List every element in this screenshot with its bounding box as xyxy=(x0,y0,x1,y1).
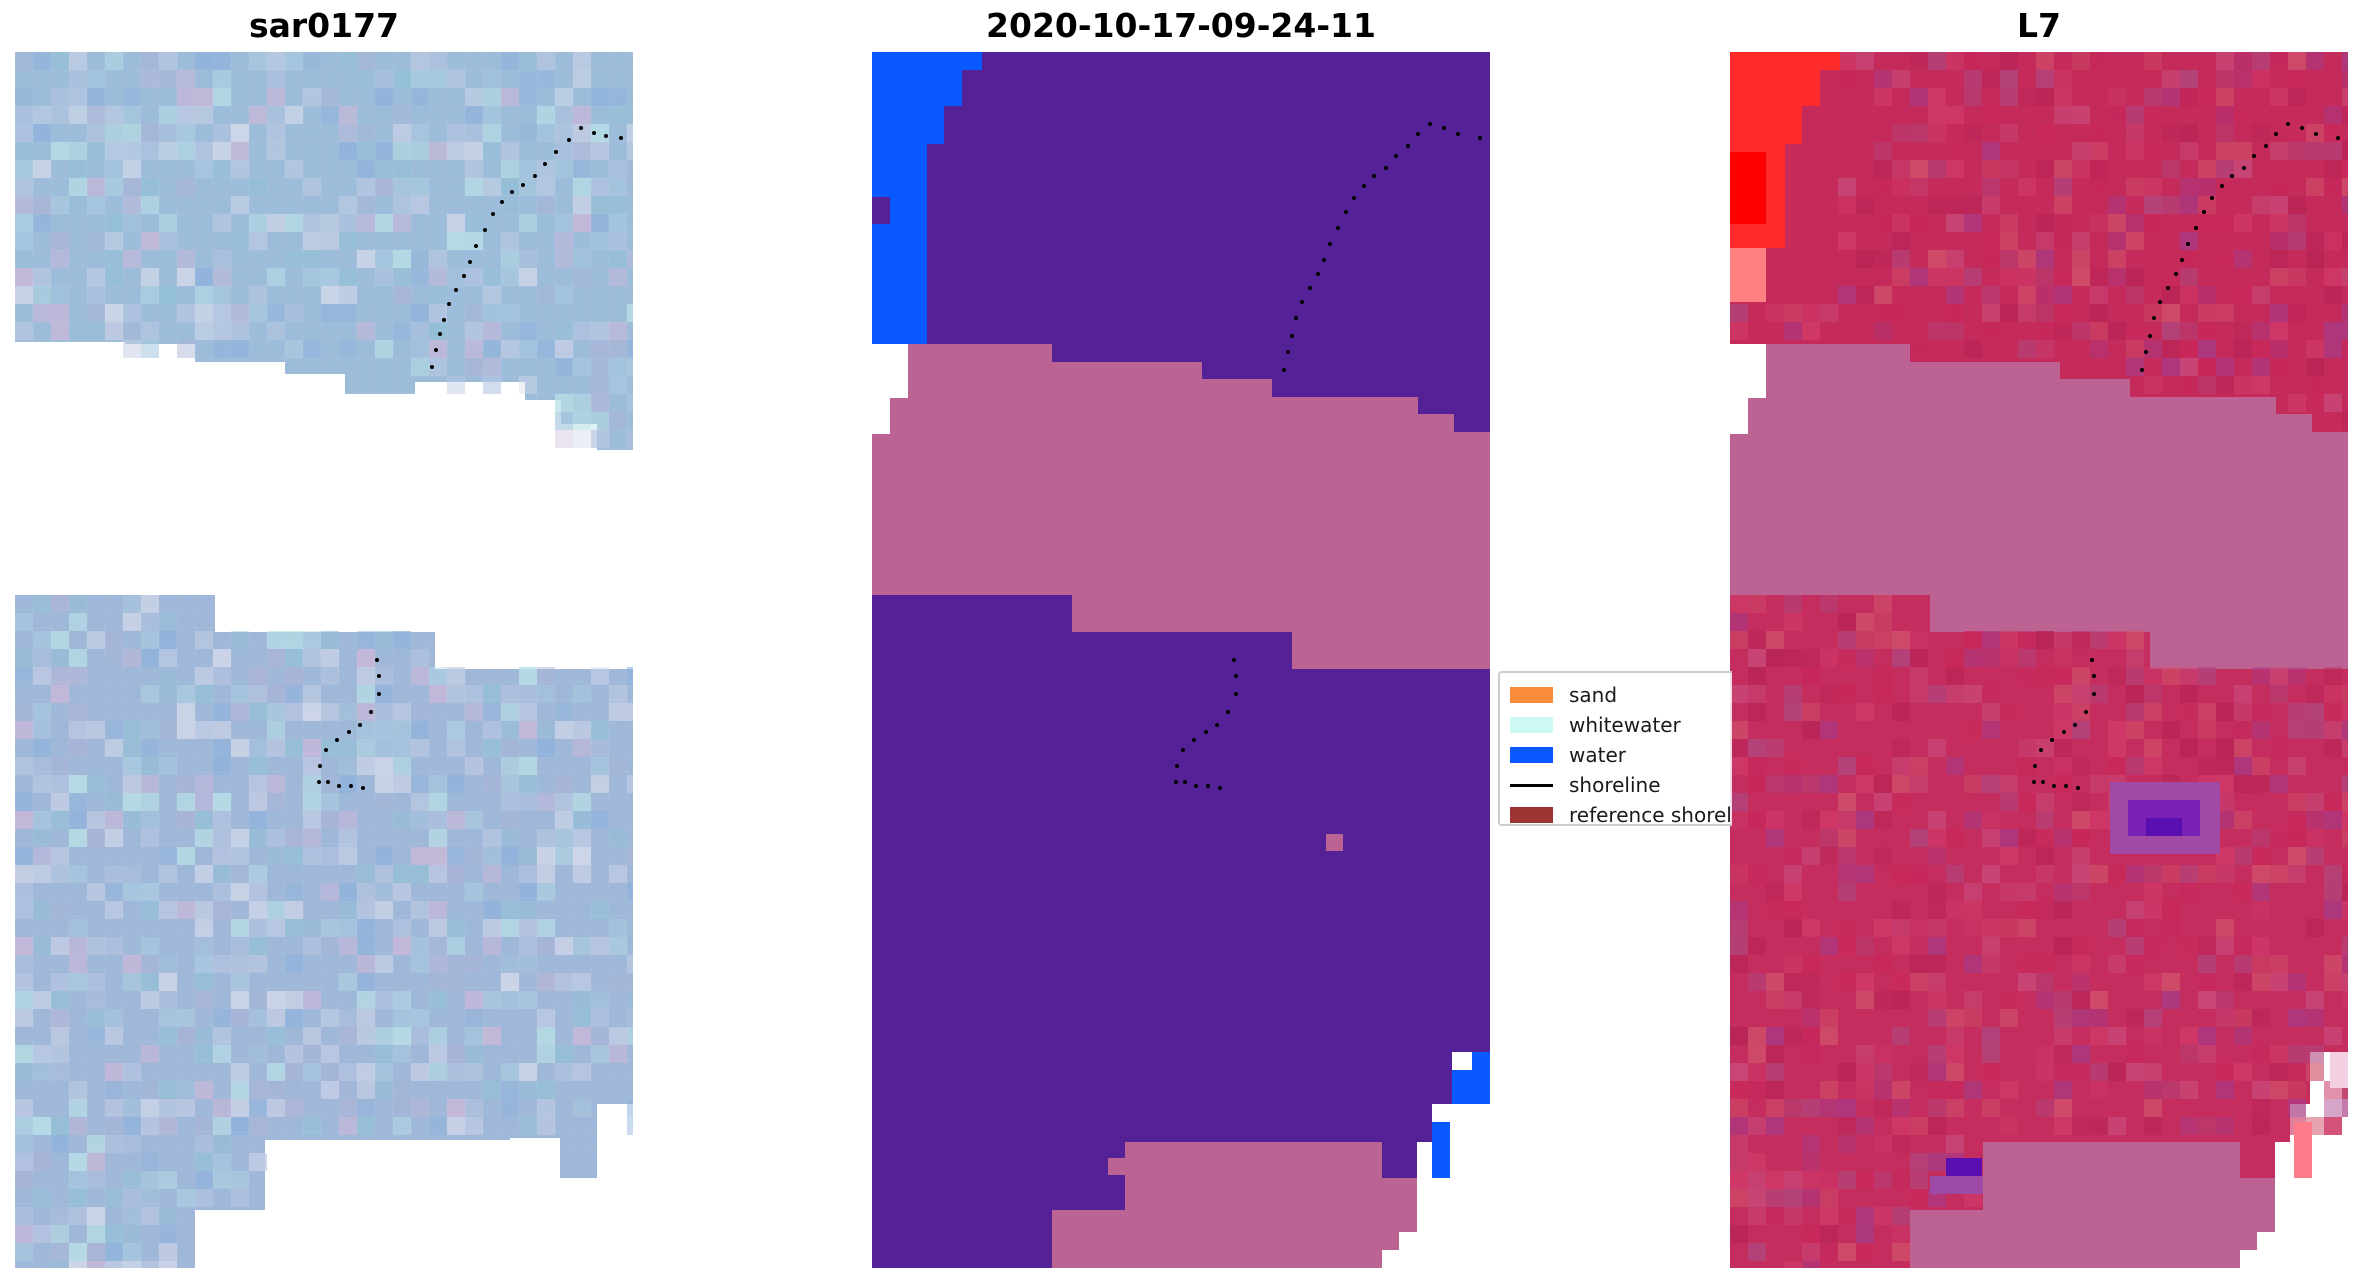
legend-swatch-sand xyxy=(1510,687,1553,703)
legend-item-sand: sand xyxy=(1510,680,1732,710)
classification-image xyxy=(872,52,1490,1268)
l7-panel xyxy=(1730,52,2348,1268)
panel-title-classification: 2020-10-17-09-24-11 xyxy=(986,6,1376,45)
legend-line-shoreline xyxy=(1510,783,1553,787)
legend-item-reference-shoreline-buffer: reference shoreline buffer xyxy=(1510,800,1732,826)
legend-label-shoreline: shoreline xyxy=(1569,773,1661,797)
legend-label-reference-shoreline-buffer: reference shoreline buffer xyxy=(1569,803,1732,826)
panel-title-l7: L7 xyxy=(2017,6,2061,45)
legend-swatch-water xyxy=(1510,747,1553,763)
rgb-image xyxy=(15,52,633,1268)
legend-swatch-whitewater xyxy=(1510,717,1553,733)
legend-item-water: water xyxy=(1510,740,1732,770)
legend-label-sand: sand xyxy=(1569,683,1618,707)
legend-label-water: water xyxy=(1569,743,1626,767)
legend-item-shoreline: shoreline xyxy=(1510,770,1732,800)
legend-item-whitewater: whitewater xyxy=(1510,710,1732,740)
l7-image xyxy=(1730,52,2348,1268)
legend-label-whitewater: whitewater xyxy=(1569,713,1681,737)
legend: sand whitewater water shoreline referenc… xyxy=(1498,671,1732,826)
legend-swatch-reference-shoreline-buffer xyxy=(1510,807,1553,823)
classification-panel xyxy=(872,52,1490,1268)
panel-title-rgb: sar0177 xyxy=(248,6,400,45)
rgb-image-panel xyxy=(15,52,633,1268)
